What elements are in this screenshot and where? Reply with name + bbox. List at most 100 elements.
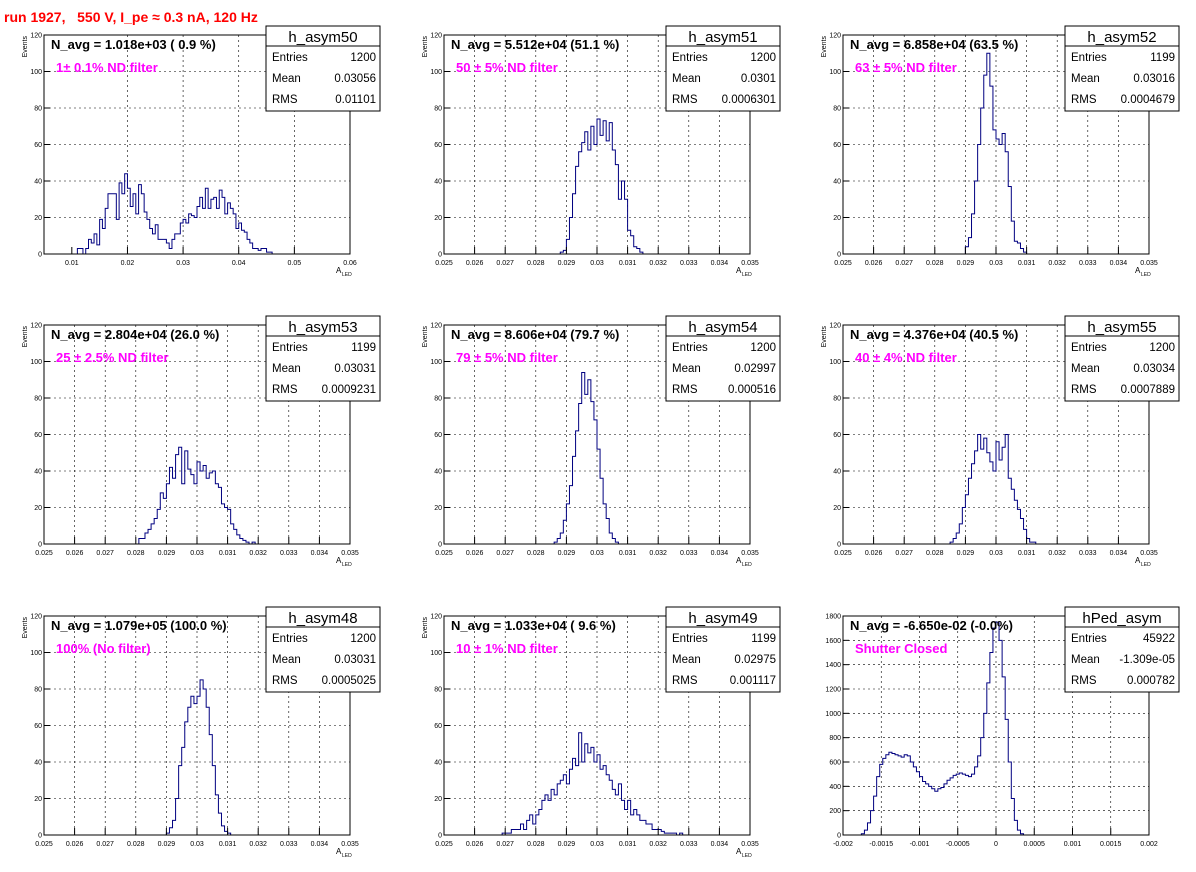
x-tick-label: 0.029	[558, 550, 576, 557]
x-axis-label-subscript: LED	[742, 562, 752, 568]
x-tick-label: 0.026	[865, 550, 883, 557]
x-tick-label: 0.028	[527, 550, 545, 557]
n-avg-label: N_avg = 4.376e+04 (40.5 %)	[850, 327, 1018, 342]
x-axis-label-subscript: LED	[342, 562, 352, 568]
y-axis-label: Events	[22, 617, 29, 639]
stats-value: 0.0006301	[722, 94, 776, 106]
x-axis-label: A	[336, 847, 342, 856]
y-tick-label: 0	[837, 252, 841, 259]
histogram-series-h_asym49	[444, 732, 750, 836]
x-axis-label: A	[1135, 266, 1141, 275]
stats-value: -1.309e-05	[1119, 654, 1175, 666]
x-tick-label: 0.032	[1048, 550, 1066, 557]
y-tick-label: 60	[434, 142, 442, 149]
x-tick-label: -0.001	[910, 841, 930, 848]
x-axis-label: A	[736, 266, 742, 275]
y-tick-label: 80	[34, 396, 42, 403]
y-axis-label: Events	[422, 36, 429, 58]
x-tick-label: -0.0015	[869, 841, 893, 848]
x-tick-label: 0.027	[895, 550, 913, 557]
y-tick-label: 20	[34, 505, 42, 512]
y-tick-label: 60	[34, 723, 42, 730]
n-avg-label: N_avg = 2.804e+04 (26.0 %)	[51, 327, 219, 342]
x-tick-label: 0.025	[834, 260, 852, 267]
stats-box	[265, 335, 381, 402]
x-tick-label: 0.035	[341, 550, 359, 557]
n-avg-label: N_avg = 1.018e+03 ( 0.9 %)	[51, 37, 216, 52]
stats-box	[665, 335, 781, 402]
x-axis-label-subscript: LED	[1141, 562, 1151, 568]
x-tick-label: 0.025	[35, 550, 53, 557]
stats-key: Mean	[672, 73, 701, 85]
x-tick-label: 0.032	[249, 550, 267, 557]
x-axis-label: A	[336, 556, 342, 565]
x-tick-label: 0.034	[711, 260, 729, 267]
x-tick-label: 0.025	[834, 550, 852, 557]
stats-box	[1064, 626, 1180, 693]
y-tick-label: 100	[30, 69, 42, 76]
x-tick-label: 0.033	[280, 841, 298, 848]
x-tick-label: 0.001	[1064, 841, 1082, 848]
stats-value: 1199	[751, 633, 776, 645]
x-tick-label: 0.031	[619, 841, 637, 848]
stats-box-title: h_asym53	[288, 319, 357, 336]
y-tick-label: 80	[434, 687, 442, 694]
x-tick-label: 0.026	[66, 550, 84, 557]
y-tick-label: 80	[34, 106, 42, 113]
x-tick-label: -0.0005	[946, 841, 970, 848]
x-tick-label: 0.033	[1079, 550, 1097, 557]
filter-annotation: 79 ± 5% ND filter	[456, 350, 558, 365]
stats-box-title: h_asym54	[688, 319, 757, 336]
stats-key: Mean	[272, 363, 301, 375]
stats-value: 1199	[1150, 52, 1175, 64]
x-tick-label: 0.026	[66, 841, 84, 848]
stats-key: RMS	[672, 675, 698, 687]
stats-value: 0.0301	[741, 73, 776, 85]
x-tick-label: 0.01	[65, 260, 79, 267]
run-title: run 1927, 550 V, I_pe ≈ 0.3 nA, 120 Hz	[4, 9, 258, 25]
y-tick-label: 0	[38, 252, 42, 259]
x-tick-label: 0.032	[1048, 260, 1066, 267]
x-tick-label: 0.026	[466, 260, 484, 267]
y-tick-label: 20	[434, 796, 442, 803]
stats-value: 1200	[350, 633, 376, 645]
x-tick-label: 0.032	[249, 841, 267, 848]
x-tick-label: 0.028	[527, 260, 545, 267]
x-tick-label: 0.028	[127, 550, 145, 557]
stats-box-title: h_asym49	[688, 610, 757, 627]
x-tick-label: 0.034	[311, 841, 329, 848]
stats-box	[1064, 335, 1180, 402]
x-tick-label: 0.0015	[1100, 841, 1122, 848]
y-tick-label: 100	[30, 650, 42, 657]
y-tick-label: 600	[829, 760, 841, 767]
stats-value: 45922	[1143, 633, 1175, 645]
x-tick-label: 0.027	[895, 260, 913, 267]
y-tick-label: 200	[829, 808, 841, 815]
x-tick-label: 0.029	[558, 260, 576, 267]
y-tick-label: 120	[829, 33, 841, 40]
stats-value: 0.001117	[730, 675, 776, 687]
x-tick-label: 0.027	[96, 841, 114, 848]
stats-box	[1064, 45, 1180, 112]
stats-key: RMS	[272, 384, 298, 396]
stats-key: Entries	[1071, 52, 1107, 64]
x-tick-label: 0.034	[1110, 550, 1128, 557]
x-tick-label: 0.029	[957, 550, 975, 557]
stats-box	[265, 626, 381, 693]
stats-key: Entries	[272, 342, 308, 354]
x-tick-label: 0.034	[311, 550, 329, 557]
y-tick-label: 60	[34, 142, 42, 149]
x-tick-label: 0.035	[741, 841, 759, 848]
y-tick-label: 20	[434, 505, 442, 512]
y-tick-label: 0	[438, 833, 442, 840]
stats-value: 0.000516	[728, 384, 776, 396]
x-tick-label: 0.035	[741, 260, 759, 267]
histogram-panel-h_asym48: 0.025 0.026 0.027 0.028 0.029 0.03 0.031 0.032 0…	[22, 606, 381, 859]
stats-value: 0.0009231	[322, 384, 376, 396]
y-axis-label: Events	[422, 326, 429, 348]
y-tick-label: 60	[34, 432, 42, 439]
x-axis-label: A	[736, 847, 742, 856]
x-tick-label: 0.033	[680, 550, 698, 557]
y-tick-label: 100	[430, 359, 442, 366]
